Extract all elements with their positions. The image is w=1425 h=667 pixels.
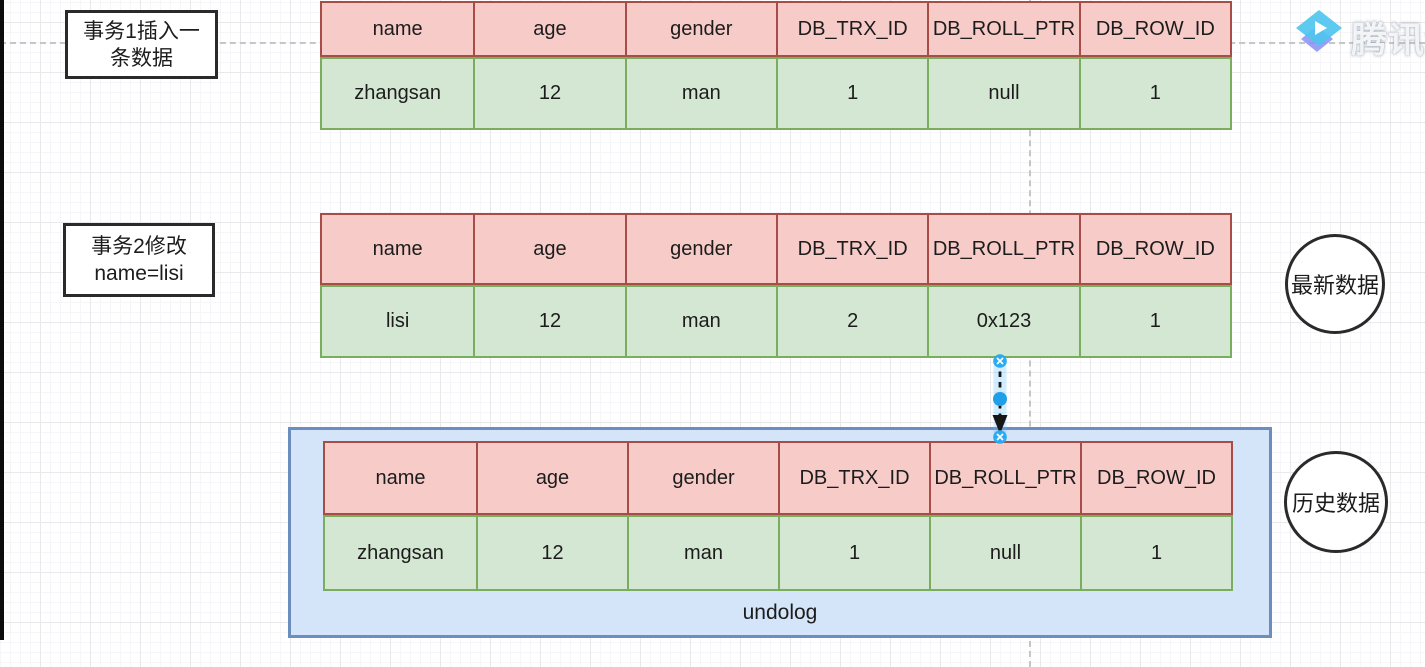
data-cell[interactable]: 1: [1080, 517, 1231, 589]
data-cell[interactable]: 12: [476, 517, 627, 589]
header-cell[interactable]: DB_TRX_ID: [775, 3, 927, 55]
header-cell[interactable]: name: [372, 17, 423, 40]
connector-midpoint-handle[interactable]: [993, 392, 1007, 406]
header-cell[interactable]: DB_ROLL_PTR: [927, 215, 1078, 283]
header-cell[interactable]: DB_ROLL_PTR: [929, 443, 1080, 513]
note-line: 事务2修改: [91, 235, 187, 258]
connector-endpoint-handle[interactable]: [993, 430, 1007, 444]
header-cell[interactable]: age: [473, 215, 624, 283]
data-cell[interactable]: null: [927, 59, 1078, 128]
rollback-pointer-arrow[interactable]: [978, 349, 1022, 447]
header-cell[interactable]: gender: [627, 443, 778, 513]
data-cell[interactable]: zhangsan: [354, 82, 442, 104]
header-cell[interactable]: DB_ROW_ID: [1078, 215, 1230, 283]
header-cell[interactable]: DB_TRX_ID: [775, 215, 927, 283]
table-latest-row[interactable]: name age gender DB_TRX_ID DB_ROLL_PTR DB…: [320, 213, 1232, 358]
table-header-row: name age gender DB_TRX_ID DB_ROLL_PTR DB…: [320, 1, 1232, 57]
data-cell[interactable]: 0x123: [927, 287, 1078, 356]
data-cell[interactable]: 12: [473, 287, 624, 356]
header-cell[interactable]: gender: [624, 3, 776, 55]
header-cell[interactable]: age: [473, 3, 624, 55]
header-cell[interactable]: DB_ROW_ID: [1080, 443, 1231, 513]
circle-label: 历史数据: [1291, 491, 1380, 516]
undolog-container[interactable]: name age gender DB_TRX_ID DB_ROLL_PTR DB…: [288, 427, 1272, 638]
note-transaction2[interactable]: 事务2修改 name=lisi: [63, 223, 215, 297]
data-cell[interactable]: man: [627, 517, 778, 589]
table-transaction1-row[interactable]: name age gender DB_TRX_ID DB_ROLL_PTR DB…: [320, 1, 1232, 130]
arrowhead-icon: [992, 415, 1008, 434]
note-line: name=lisi: [94, 262, 184, 285]
watermark-brand-text: 腾讯课: [1351, 19, 1425, 60]
note-line: 事务1插入一: [83, 19, 200, 43]
table-header-row: name age gender DB_TRX_ID DB_ROLL_PTR DB…: [323, 441, 1233, 515]
table-header-row: name age gender DB_TRX_ID DB_ROLL_PTR DB…: [320, 213, 1232, 285]
table-data-row: zhangsan 12 man 1 null 1: [323, 515, 1233, 591]
header-cell[interactable]: gender: [624, 215, 776, 283]
data-cell[interactable]: lisi: [385, 310, 410, 332]
header-cell[interactable]: name: [375, 466, 426, 489]
header-cell[interactable]: DB_ROW_ID: [1078, 3, 1230, 55]
data-cell[interactable]: null: [929, 517, 1080, 589]
header-cell[interactable]: name: [372, 237, 423, 260]
table-data-row: lisi 12 man 2 0x123 1: [320, 285, 1232, 358]
play-icon: [1315, 21, 1327, 35]
data-cell[interactable]: 1: [778, 517, 929, 589]
tencent-classroom-logo-icon: [1294, 8, 1354, 54]
watermark: 腾讯课: [1294, 8, 1425, 60]
table-data-row: zhangsan 12 man 1 null 1: [320, 57, 1232, 130]
circle-latest-data[interactable]: 最新数据: [1285, 234, 1385, 334]
note-transaction1[interactable]: 事务1插入一 条数据: [65, 10, 218, 79]
data-cell[interactable]: 1: [775, 59, 927, 128]
screen-edge-strip: [0, 0, 4, 640]
data-cell[interactable]: 2: [775, 287, 927, 356]
data-cell[interactable]: zhangsan: [357, 541, 444, 564]
circle-label: 最新数据: [1290, 273, 1379, 298]
header-cell[interactable]: DB_TRX_ID: [778, 443, 929, 513]
data-cell[interactable]: 1: [1078, 287, 1230, 356]
data-cell[interactable]: man: [624, 59, 776, 128]
data-cell[interactable]: 1: [1078, 59, 1230, 128]
table-undo-row[interactable]: name age gender DB_TRX_ID DB_ROLL_PTR DB…: [323, 441, 1233, 591]
note-line: 条数据: [110, 46, 173, 70]
circle-history-data[interactable]: 历史数据: [1284, 451, 1388, 553]
undolog-label: undolog: [742, 601, 818, 624]
header-cell[interactable]: age: [476, 443, 627, 513]
connector-endpoint-handle[interactable]: [993, 354, 1007, 368]
header-cell[interactable]: DB_ROLL_PTR: [927, 3, 1078, 55]
data-cell[interactable]: 12: [473, 59, 624, 128]
data-cell[interactable]: man: [624, 287, 776, 356]
